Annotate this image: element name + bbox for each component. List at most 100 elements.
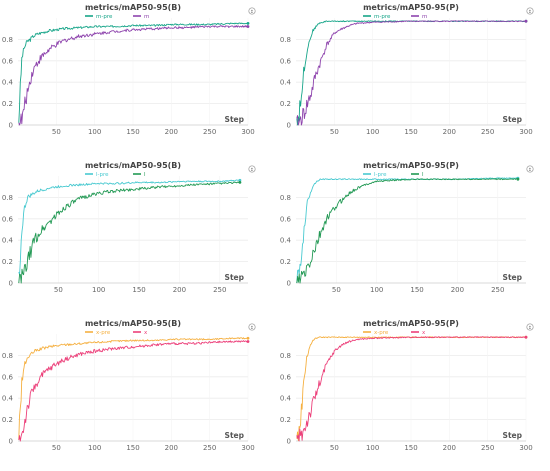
chart-panel-5: metrics/mAP50-95(B) x-pre x ↕ 0 0.2 0.4 0.6 0.8 5… bbox=[2, 319, 256, 452]
x-tick-label: 200 bbox=[443, 128, 456, 136]
chart-title: metrics/mAP50-95(P) bbox=[363, 3, 459, 12]
svg-text:↕: ↕ bbox=[528, 167, 532, 173]
series-end-point bbox=[246, 21, 250, 25]
panel-menu-icon[interactable]: ↕ bbox=[526, 165, 534, 173]
svg-text:↕: ↕ bbox=[250, 167, 254, 173]
y-tick-label: 0.2 bbox=[2, 258, 13, 266]
y-tick-label: 0.2 bbox=[2, 416, 13, 424]
y-tick-label: 0.4 bbox=[280, 395, 292, 403]
x-tick-label: 100 bbox=[92, 286, 105, 294]
x-axis-label: Step bbox=[225, 431, 245, 440]
x-tick-label: 100 bbox=[88, 128, 101, 136]
legend: x-pre x bbox=[85, 330, 148, 336]
legend-label: x bbox=[422, 330, 426, 336]
series-line-m bbox=[18, 25, 249, 126]
x-tick-label: 300 bbox=[241, 444, 254, 452]
series-line-l-pre bbox=[18, 179, 241, 276]
series-line-x-pre bbox=[296, 336, 527, 441]
x-tick-label: 150 bbox=[410, 286, 423, 294]
x-tick-label: 50 bbox=[54, 286, 63, 294]
y-tick-label: 0 bbox=[287, 280, 291, 288]
x-tick-label: 50 bbox=[330, 128, 339, 136]
y-tick-label: 0.2 bbox=[280, 416, 291, 424]
y-tick-label: 0.2 bbox=[280, 258, 291, 266]
y-tick-label: 0.6 bbox=[280, 215, 292, 223]
y-tick-label: 0 bbox=[9, 438, 13, 446]
series-end-point bbox=[238, 178, 242, 182]
x-tick-label: 150 bbox=[404, 128, 417, 136]
series-end-point bbox=[246, 25, 250, 28]
x-axis-label: Step bbox=[503, 431, 523, 440]
y-tick-label: 0.4 bbox=[2, 79, 14, 87]
x-tick-label: 200 bbox=[165, 444, 178, 452]
chart-title: metrics/mAP50-95(B) bbox=[85, 319, 181, 328]
x-tick-label: 150 bbox=[132, 286, 145, 294]
x-tick-label: 200 bbox=[451, 286, 464, 294]
series-end-point bbox=[516, 177, 520, 181]
legend-label: m bbox=[144, 14, 149, 20]
panel-menu-icon[interactable]: ↕ bbox=[248, 323, 256, 331]
legend: m-pre m bbox=[85, 14, 149, 20]
legend: l-pre l bbox=[85, 172, 146, 178]
series-line-m-pre bbox=[296, 20, 527, 126]
y-tick-label: 0.8 bbox=[280, 36, 291, 44]
legend-label: m-pre bbox=[374, 14, 391, 20]
y-tick-label: 0.2 bbox=[280, 100, 291, 108]
x-tick-label: 100 bbox=[370, 286, 383, 294]
x-tick-label: 150 bbox=[126, 444, 139, 452]
x-axis-label: Step bbox=[225, 273, 245, 282]
svg-text:↕: ↕ bbox=[250, 325, 254, 331]
x-tick-label: 150 bbox=[404, 444, 417, 452]
y-tick-label: 0.2 bbox=[2, 100, 13, 108]
series-line-x bbox=[18, 340, 249, 442]
panel-menu-icon[interactable]: ↕ bbox=[248, 165, 256, 173]
x-tick-label: 250 bbox=[213, 286, 226, 294]
panel-menu-icon[interactable]: ↕ bbox=[526, 7, 534, 15]
legend-label: x-pre bbox=[374, 330, 389, 336]
x-tick-label: 150 bbox=[126, 128, 139, 136]
y-tick-label: 0.4 bbox=[2, 237, 14, 245]
x-tick-label: 250 bbox=[203, 444, 216, 452]
series-end-point bbox=[524, 19, 528, 23]
legend-label: l bbox=[144, 172, 146, 178]
y-tick-label: 0.6 bbox=[280, 57, 292, 65]
series-line-x-pre bbox=[18, 337, 249, 440]
legend-label: x bbox=[144, 330, 148, 336]
x-tick-label: 100 bbox=[366, 128, 379, 136]
panel-menu-icon[interactable]: ↕ bbox=[526, 323, 534, 331]
x-tick-label: 50 bbox=[332, 286, 341, 294]
svg-text:↕: ↕ bbox=[528, 325, 532, 331]
y-tick-label: 0.4 bbox=[280, 237, 292, 245]
legend-label: l bbox=[422, 172, 424, 178]
chart-title: metrics/mAP50-95(P) bbox=[363, 319, 459, 328]
series-line-l bbox=[296, 178, 519, 284]
chart-panel-6: metrics/mAP50-95(P) x-pre x ↕ 0 0.2 0.4 0.6 0.8 5… bbox=[280, 319, 534, 452]
x-tick-label: 50 bbox=[330, 444, 339, 452]
series-end-point bbox=[246, 336, 250, 340]
legend: x-pre x bbox=[363, 330, 426, 336]
y-tick-label: 0.4 bbox=[280, 79, 292, 87]
series-line-l-pre bbox=[296, 177, 519, 284]
x-tick-label: 250 bbox=[203, 128, 216, 136]
y-tick-label: 0.6 bbox=[2, 373, 14, 381]
y-tick-label: 0.8 bbox=[280, 194, 291, 202]
x-tick-label: 300 bbox=[519, 128, 532, 136]
chart-title: metrics/mAP50-95(B) bbox=[85, 3, 181, 12]
x-tick-label: 100 bbox=[88, 444, 101, 452]
panel-menu-icon[interactable]: ↕ bbox=[248, 7, 256, 15]
x-tick-label: 50 bbox=[52, 444, 61, 452]
chart-title: metrics/mAP50-95(P) bbox=[363, 161, 459, 170]
x-tick-label: 200 bbox=[173, 286, 186, 294]
series-line-m-pre bbox=[18, 22, 249, 123]
legend-label: l-pre bbox=[96, 172, 109, 178]
y-tick-label: 0.6 bbox=[2, 57, 14, 65]
x-tick-label: 250 bbox=[491, 286, 504, 294]
y-tick-label: 0 bbox=[287, 122, 291, 130]
series-end-point bbox=[238, 181, 242, 184]
x-axis-label: Step bbox=[503, 273, 523, 282]
x-tick-label: 200 bbox=[165, 128, 178, 136]
y-tick-label: 0.8 bbox=[2, 352, 13, 360]
chart-panel-1: metrics/mAP50-95(B) m-pre m ↕ 0 0.2 0.4 0.6 0.8 5… bbox=[2, 3, 256, 136]
